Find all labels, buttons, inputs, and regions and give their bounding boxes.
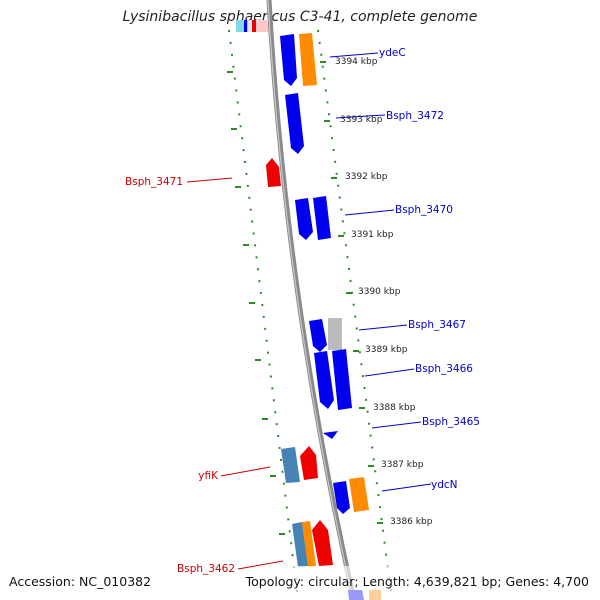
gene-steelblue-2	[292, 522, 308, 567]
gene-orange-2	[349, 477, 369, 512]
gene-top-red	[252, 20, 256, 32]
gene-label-ydec[interactable]: ydeC	[379, 47, 406, 59]
map-title: Lysinibacillus sphaericus C3-41, complet…	[122, 9, 478, 25]
kbp-label: 3392 kbp	[345, 172, 388, 182]
gene-label-ydcn[interactable]: ydcN	[431, 479, 458, 491]
gene-blue-1	[280, 34, 297, 86]
gene-label-bsph-3467[interactable]: Bsph_3467	[408, 319, 466, 331]
gene-blue-6	[314, 351, 334, 409]
gene-label-bsph-3465[interactable]: Bsph_3465	[422, 416, 480, 428]
gene-blue-4	[313, 196, 331, 240]
gene-blue-5	[309, 319, 327, 352]
accession-text: Accession: NC_010382	[9, 574, 152, 589]
label-leaders	[186, 52, 432, 570]
genome-backbone-highlight	[267, 0, 354, 600]
topology-text: Topology: circular; Length: 4,639,821 bp…	[245, 574, 589, 589]
kbp-label: 3386 kbp	[390, 517, 433, 527]
kbp-label: 3391 kbp	[351, 230, 394, 240]
kbp-label: 3389 kbp	[365, 345, 408, 355]
gene-orange-3	[302, 521, 316, 567]
gene-top-blue	[244, 20, 247, 32]
kbp-label: 3393 kbp	[340, 115, 383, 125]
gene-steelblue-1	[281, 447, 300, 483]
gene-red-3	[312, 520, 333, 566]
gene-blue-8	[333, 481, 350, 514]
kbp-label: 3388 kbp	[373, 403, 416, 413]
kbp-label: 3394 kbp	[335, 57, 378, 67]
kbp-label: 3390 kbp	[358, 287, 401, 297]
gene-blue-3	[295, 198, 313, 240]
gene-label-bsph-3466[interactable]: Bsph_3466	[415, 363, 473, 375]
gene-label-bsph-3472[interactable]: Bsph_3472	[386, 110, 444, 122]
gene-label-bsph-3462[interactable]: Bsph_3462	[177, 563, 235, 575]
gene-blue-small	[323, 431, 338, 439]
gene-top-pink	[253, 20, 268, 32]
kbp-label: 3387 kbp	[381, 460, 424, 470]
bottom-fade	[280, 566, 400, 600]
gene-label-yfik[interactable]: yfiK	[198, 470, 219, 482]
gene-red-1	[266, 158, 281, 187]
gene-orange-1	[299, 33, 317, 86]
gene-red-2	[300, 446, 318, 480]
gene-gray-1	[328, 318, 342, 350]
gene-label-bsph-3471[interactable]: Bsph_3471	[125, 176, 183, 188]
gene-blue-7	[332, 349, 352, 410]
ruler-major-ticks	[227, 61, 383, 535]
gene-top-light	[248, 20, 254, 32]
genome-backbone	[266, 0, 357, 600]
gene-blue-2	[285, 93, 304, 154]
gene-label-bsph-3470[interactable]: Bsph_3470	[395, 204, 453, 216]
